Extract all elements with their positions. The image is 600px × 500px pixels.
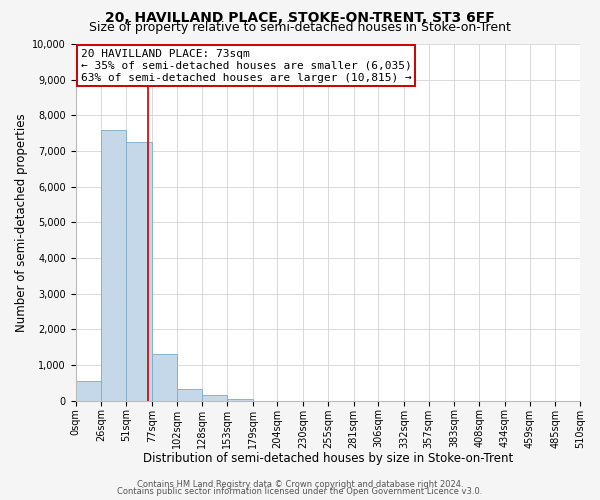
Text: Size of property relative to semi-detached houses in Stoke-on-Trent: Size of property relative to semi-detach… — [89, 22, 511, 35]
Bar — [101, 130, 126, 400]
X-axis label: Distribution of semi-detached houses by size in Stoke-on-Trent: Distribution of semi-detached houses by … — [143, 452, 513, 465]
Y-axis label: Number of semi-detached properties: Number of semi-detached properties — [15, 113, 28, 332]
Bar — [202, 396, 227, 400]
Text: 20, HAVILLAND PLACE, STOKE-ON-TRENT, ST3 6FF: 20, HAVILLAND PLACE, STOKE-ON-TRENT, ST3… — [105, 11, 495, 25]
Text: Contains HM Land Registry data © Crown copyright and database right 2024.: Contains HM Land Registry data © Crown c… — [137, 480, 463, 489]
Text: Contains public sector information licensed under the Open Government Licence v3: Contains public sector information licen… — [118, 487, 482, 496]
Bar — [176, 388, 202, 400]
Bar — [152, 354, 176, 401]
Bar — [126, 142, 152, 401]
Bar — [227, 398, 253, 400]
Text: 20 HAVILLAND PLACE: 73sqm
← 35% of semi-detached houses are smaller (6,035)
63% : 20 HAVILLAND PLACE: 73sqm ← 35% of semi-… — [80, 50, 412, 82]
Bar — [76, 381, 101, 400]
